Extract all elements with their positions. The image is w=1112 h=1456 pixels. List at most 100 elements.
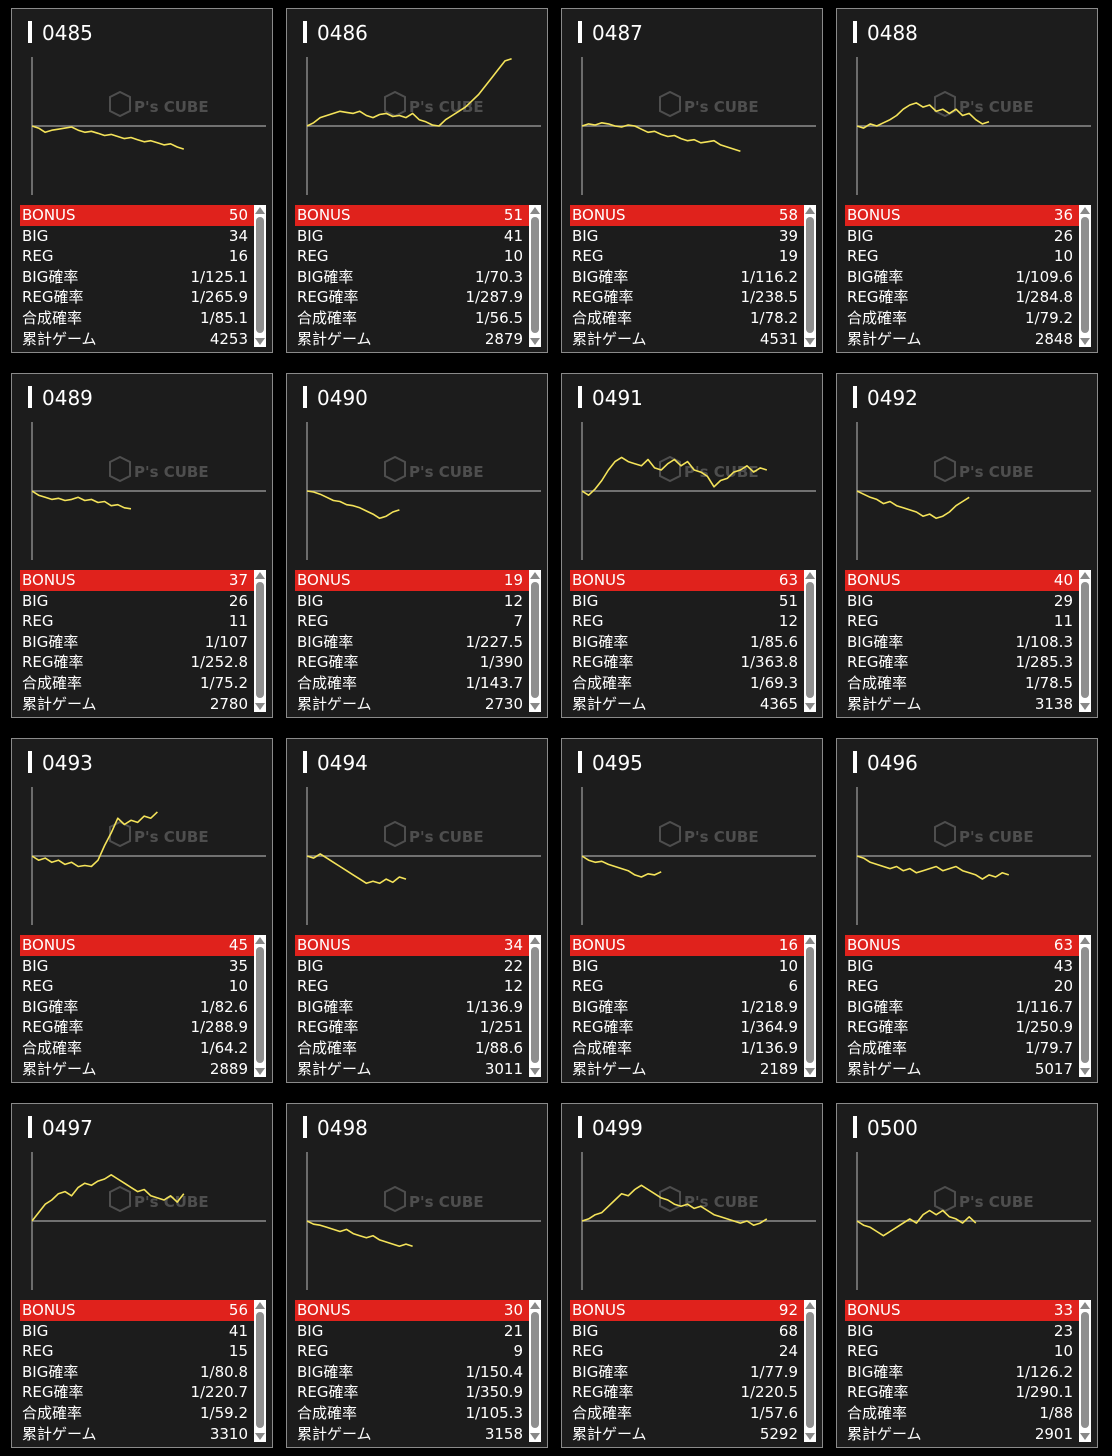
scroll-thumb[interactable]: [1081, 217, 1089, 333]
stats-scrollbar[interactable]: [804, 935, 816, 1077]
scroll-down-arrow-icon[interactable]: [255, 1433, 265, 1440]
watermark-text: P's CUBE: [959, 98, 1034, 116]
scroll-down-arrow-icon[interactable]: [530, 338, 540, 345]
scroll-down-arrow-icon[interactable]: [530, 703, 540, 710]
scroll-up-arrow-icon[interactable]: [1080, 937, 1090, 944]
watermark-text: P's CUBE: [684, 98, 759, 116]
stats-scrollbar[interactable]: [804, 205, 816, 347]
scroll-down-arrow-icon[interactable]: [1080, 338, 1090, 345]
scroll-thumb[interactable]: [256, 947, 264, 1063]
scroll-down-arrow-icon[interactable]: [805, 1068, 815, 1075]
stat-row-bonus: BONUS 19: [295, 570, 529, 591]
machine-card[interactable]: 0489 P's CUBE BONUS 37 BIG 26 REG 11 BIG確率 1/107 R…: [11, 373, 273, 718]
scroll-thumb[interactable]: [806, 217, 814, 333]
scroll-thumb[interactable]: [256, 582, 264, 698]
scroll-thumb[interactable]: [531, 217, 539, 333]
scroll-up-arrow-icon[interactable]: [1080, 572, 1090, 579]
machine-card[interactable]: 0494 P's CUBE BONUS 34 BIG 22 REG 12 BIG確率 1/136.…: [286, 738, 548, 1083]
machine-card[interactable]: 0500 P's CUBE BONUS 33 BIG 23 REG 10 BIG確率 1/126.…: [836, 1103, 1098, 1448]
machine-card[interactable]: 0499 P's CUBE BONUS 92 BIG 68 REG 24 BIG確率 1/77.9…: [561, 1103, 823, 1448]
watermark-text: P's CUBE: [409, 98, 484, 116]
watermark-logo: P's CUBE: [384, 820, 484, 848]
stats-scrollbar[interactable]: [254, 570, 266, 712]
machine-card[interactable]: 0488 P's CUBE BONUS 36 BIG 26 REG 10 BIG確率 1/109.…: [836, 8, 1098, 353]
bonus-value: 58: [778, 206, 798, 224]
scroll-up-arrow-icon[interactable]: [805, 207, 815, 214]
scroll-thumb[interactable]: [531, 1312, 539, 1428]
scroll-thumb[interactable]: [256, 217, 264, 333]
total-games-value: 3011: [484, 1059, 523, 1078]
machine-card[interactable]: 0493 P's CUBE BONUS 45 BIG 35 REG 10 BIG確率 1/82.6…: [11, 738, 273, 1083]
scroll-up-arrow-icon[interactable]: [255, 572, 265, 579]
stats-scrollbar[interactable]: [529, 935, 541, 1077]
scroll-thumb[interactable]: [1081, 947, 1089, 1063]
scroll-thumb[interactable]: [1081, 1312, 1089, 1428]
scroll-up-arrow-icon[interactable]: [805, 1302, 815, 1309]
scroll-down-arrow-icon[interactable]: [805, 703, 815, 710]
machine-card[interactable]: 0487 P's CUBE BONUS 58 BIG 39 REG 19 BIG確率 1/116.…: [561, 8, 823, 353]
scroll-thumb[interactable]: [806, 582, 814, 698]
stats-scrollbar[interactable]: [529, 205, 541, 347]
scroll-down-arrow-icon[interactable]: [255, 703, 265, 710]
scroll-thumb[interactable]: [806, 1312, 814, 1428]
stats-scrollbar[interactable]: [254, 935, 266, 1077]
scroll-down-arrow-icon[interactable]: [530, 1068, 540, 1075]
machine-card[interactable]: 0486 P's CUBE BONUS 51 BIG 41 REG 10 BIG確率 1/70.3…: [286, 8, 548, 353]
machine-card[interactable]: 0498 P's CUBE BONUS 30 BIG 21 REG 9 BIG確率 1/150.4…: [286, 1103, 548, 1448]
scroll-down-arrow-icon[interactable]: [1080, 703, 1090, 710]
scroll-up-arrow-icon[interactable]: [530, 207, 540, 214]
scroll-down-arrow-icon[interactable]: [530, 1433, 540, 1440]
machine-card[interactable]: 0495 P's CUBE BONUS 16 BIG 10 REG 6 BIG確率 1/218.9…: [561, 738, 823, 1083]
stats-scrollbar[interactable]: [529, 1300, 541, 1442]
scroll-down-arrow-icon[interactable]: [1080, 1068, 1090, 1075]
machine-card[interactable]: 0485 P's CUBE BONUS 50 BIG 34 REG 16 BIG確率 1/125.…: [11, 8, 273, 353]
machine-card[interactable]: 0496 P's CUBE BONUS 63 BIG 43 REG 20 BIG確率 1/116.…: [836, 738, 1098, 1083]
scroll-down-arrow-icon[interactable]: [805, 338, 815, 345]
stats-scrollbar[interactable]: [254, 1300, 266, 1442]
scroll-thumb[interactable]: [256, 1312, 264, 1428]
scroll-up-arrow-icon[interactable]: [1080, 207, 1090, 214]
stats-scrollbar[interactable]: [1079, 570, 1091, 712]
machine-card[interactable]: 0490 P's CUBE BONUS 19 BIG 12 REG 7 BIG確率 1/227.5…: [286, 373, 548, 718]
scroll-thumb[interactable]: [806, 947, 814, 1063]
machine-card[interactable]: 0491 P's CUBE BONUS 63 BIG 51 REG 12 BIG確率 1/85.6…: [561, 373, 823, 718]
stats-scrollbar[interactable]: [1079, 935, 1091, 1077]
scroll-up-arrow-icon[interactable]: [530, 937, 540, 944]
scroll-up-arrow-icon[interactable]: [1080, 1302, 1090, 1309]
bonus-value: 63: [778, 571, 798, 589]
stat-row-big-rate: BIG確率 1/80.8: [20, 1362, 254, 1383]
scroll-thumb[interactable]: [531, 947, 539, 1063]
scroll-down-arrow-icon[interactable]: [255, 1068, 265, 1075]
scroll-thumb[interactable]: [531, 582, 539, 698]
machine-card[interactable]: 0497 P's CUBE BONUS 56 BIG 41 REG 15 BIG確率 1/80.8…: [11, 1103, 273, 1448]
stats-scrollbar[interactable]: [254, 205, 266, 347]
slump-chart: P's CUBE: [306, 57, 541, 195]
stats-scrollbar[interactable]: [804, 570, 816, 712]
stats-scrollbar[interactable]: [804, 1300, 816, 1442]
machine-card[interactable]: 0492 P's CUBE BONUS 40 BIG 29 REG 11 BIG確率 1/108.…: [836, 373, 1098, 718]
scroll-up-arrow-icon[interactable]: [805, 937, 815, 944]
cube-logo-icon: [659, 455, 681, 483]
scroll-down-arrow-icon[interactable]: [1080, 1433, 1090, 1440]
combined-rate-value: 1/79.7: [1025, 1038, 1073, 1057]
stats-scrollbar[interactable]: [1079, 205, 1091, 347]
combined-rate-value: 1/79.2: [1025, 308, 1073, 327]
stats-scrollbar[interactable]: [1079, 1300, 1091, 1442]
reg-rate-value: 1/364.9: [740, 1018, 798, 1037]
scroll-up-arrow-icon[interactable]: [530, 1302, 540, 1309]
watermark-text: P's CUBE: [409, 1193, 484, 1211]
scroll-up-arrow-icon[interactable]: [805, 572, 815, 579]
scroll-down-arrow-icon[interactable]: [805, 1433, 815, 1440]
stat-row-bonus: BONUS 58: [570, 205, 804, 226]
big-value: 26: [228, 591, 248, 610]
scroll-up-arrow-icon[interactable]: [255, 207, 265, 214]
watermark-logo: P's CUBE: [934, 455, 1034, 483]
reg-rate-label: REG確率: [572, 1018, 634, 1037]
scroll-thumb[interactable]: [1081, 582, 1089, 698]
stats-scrollbar[interactable]: [529, 570, 541, 712]
reg-rate-label: REG確率: [572, 1383, 634, 1402]
scroll-up-arrow-icon[interactable]: [530, 572, 540, 579]
scroll-up-arrow-icon[interactable]: [255, 1302, 265, 1309]
scroll-up-arrow-icon[interactable]: [255, 937, 265, 944]
scroll-down-arrow-icon[interactable]: [255, 338, 265, 345]
